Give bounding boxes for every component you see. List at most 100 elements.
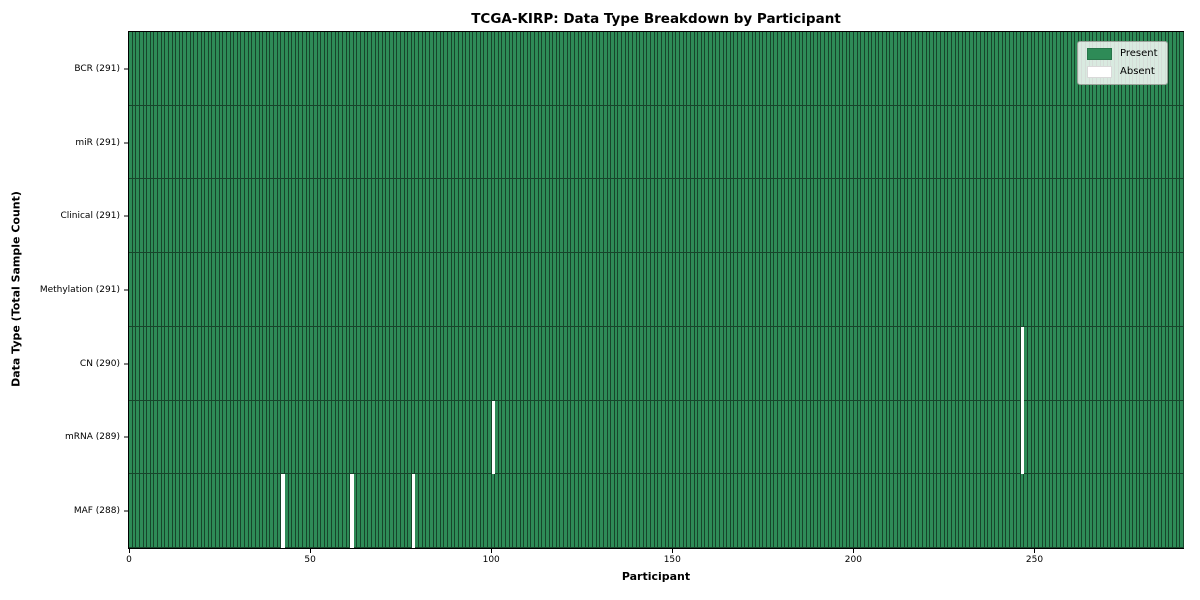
- heatmap-cell: [806, 474, 811, 549]
- heatmap-cell: [839, 32, 844, 106]
- heatmap-cell: [1046, 474, 1050, 549]
- heatmap-cell: [1118, 474, 1123, 549]
- heatmap-cell: [299, 474, 303, 549]
- heatmap-cell: [390, 32, 394, 106]
- heatmap-cell: [487, 474, 492, 549]
- heatmap-cell: [875, 32, 880, 106]
- heatmap-cell: [886, 326, 891, 401]
- heatmap-cell: [150, 253, 155, 327]
- heatmap-cell: [299, 105, 303, 180]
- heatmap-cell: [995, 253, 999, 327]
- heatmap-cell: [922, 105, 927, 180]
- heatmap-cell: [491, 253, 496, 327]
- heatmap-cell: [400, 105, 405, 180]
- heatmap-cell: [364, 326, 369, 401]
- heatmap-cell: [701, 400, 706, 475]
- heatmap-cell: [988, 32, 992, 106]
- heatmap-cell: [672, 326, 677, 401]
- heatmap-cell: [1035, 400, 1039, 475]
- heatmap-cell: [890, 253, 894, 327]
- heatmap-cell: [825, 32, 829, 106]
- heatmap-cell: [792, 326, 796, 401]
- heatmap-cell: [904, 474, 909, 549]
- heatmap-cell: [545, 474, 550, 549]
- heatmap-cell: [944, 326, 949, 401]
- heatmap-cell: [567, 400, 572, 475]
- heatmap-cell: [382, 474, 387, 549]
- heatmap-cell: [484, 400, 488, 475]
- heatmap-cell: [132, 105, 137, 180]
- heatmap-cell: [346, 105, 351, 180]
- heatmap-cell: [433, 105, 438, 180]
- heatmap-cell: [241, 105, 245, 180]
- heatmap-cell: [266, 32, 271, 106]
- heatmap-cell: [433, 326, 438, 401]
- heatmap-cell: [669, 474, 673, 549]
- heatmap-cell: [1049, 400, 1054, 475]
- heatmap-cell: [825, 474, 829, 549]
- heatmap-cell: [651, 326, 655, 401]
- heatmap-cell: [353, 105, 358, 180]
- heatmap-cell: [727, 474, 731, 549]
- heatmap-cell: [506, 253, 510, 327]
- heatmap-cell: [408, 179, 412, 254]
- heatmap-cell: [1140, 105, 1144, 180]
- heatmap-cell: [491, 32, 496, 106]
- heatmap-cell: [777, 474, 782, 549]
- heatmap-cell: [622, 105, 626, 180]
- heatmap-cell: [962, 326, 967, 401]
- heatmap-cell: [161, 474, 166, 549]
- heatmap-cell: [843, 179, 847, 254]
- heatmap-cell: [669, 179, 673, 254]
- heatmap-cell: [176, 105, 180, 180]
- heatmap-cell: [451, 400, 456, 475]
- heatmap-cell: [390, 400, 394, 475]
- heatmap-cell: [680, 326, 684, 401]
- heatmap-cell: [796, 326, 800, 401]
- heatmap-cell: [201, 179, 206, 254]
- heatmap-cell: [640, 32, 644, 106]
- heatmap-cell: [1154, 105, 1159, 180]
- heatmap-cell: [248, 474, 253, 549]
- heatmap-cell: [640, 253, 644, 327]
- heatmap-cell: [208, 105, 213, 180]
- heatmap-cell: [719, 105, 724, 180]
- heatmap-cell: [897, 105, 902, 180]
- heatmap-cell: [306, 179, 311, 254]
- heatmap-cell: [701, 32, 706, 106]
- heatmap-cell: [716, 253, 720, 327]
- heatmap-cell: [1107, 474, 1112, 549]
- heatmap-cell: [792, 400, 796, 475]
- heatmap-cell: [607, 105, 612, 180]
- heatmap-cell: [1140, 326, 1144, 401]
- heatmap-cell: [132, 326, 137, 401]
- heatmap-cell: [709, 474, 713, 549]
- heatmap-cell: [516, 32, 521, 106]
- heatmap-cell: [509, 326, 514, 401]
- heatmap-cell: [1067, 253, 1072, 327]
- heatmap-cell: [129, 474, 133, 549]
- heatmap-cell: [883, 32, 887, 106]
- heatmap-cell: [165, 253, 169, 327]
- heatmap-cell: [462, 326, 467, 401]
- heatmap-cell: [578, 326, 583, 401]
- heatmap-cell: [915, 400, 920, 475]
- heatmap-cell: [861, 179, 865, 254]
- heatmap-cell: [466, 253, 470, 327]
- heatmap-cell: [230, 474, 235, 549]
- heatmap-cell: [901, 179, 905, 254]
- heatmap-cell: [364, 105, 369, 180]
- heatmap-cell: [839, 105, 844, 180]
- heatmap-cell: [542, 400, 546, 475]
- heatmap-cell: [578, 253, 583, 327]
- heatmap-cell: [1180, 32, 1184, 106]
- heatmap-cell: [509, 179, 514, 254]
- heatmap-cell: [179, 32, 184, 106]
- heatmap-cell: [1028, 32, 1032, 106]
- heatmap-cell: [408, 474, 412, 549]
- heatmap-cell: [237, 400, 242, 475]
- heatmap-cell: [455, 326, 459, 401]
- heatmap-cell: [1151, 400, 1155, 475]
- heatmap-cell: [129, 105, 133, 180]
- heatmap-cell: [995, 474, 999, 549]
